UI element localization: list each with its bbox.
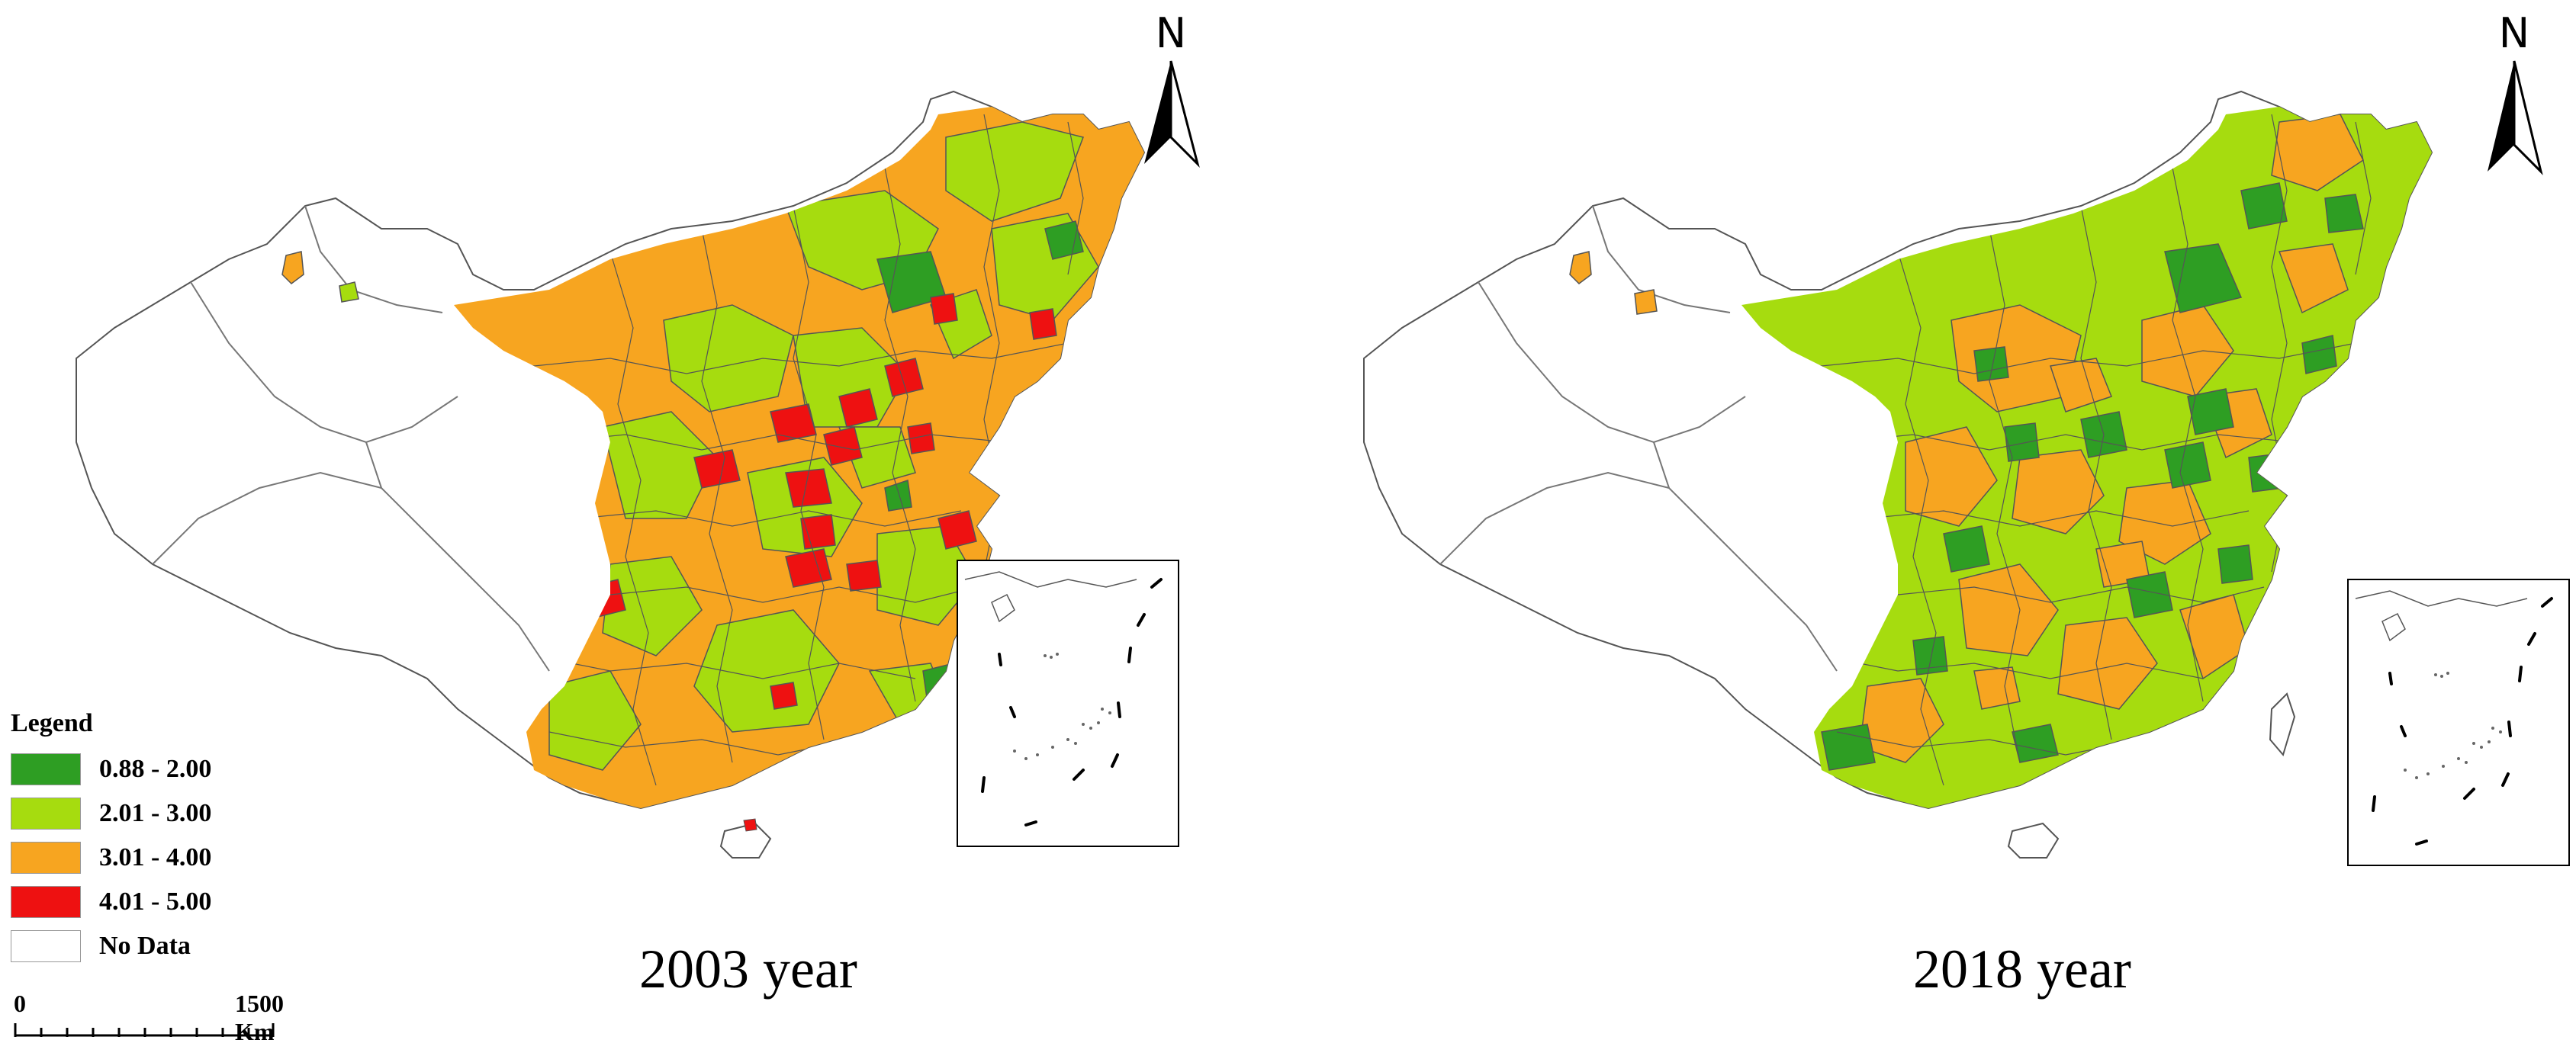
legend-swatch [11, 886, 81, 918]
north-arrow-2003: N [1144, 9, 1200, 168]
legend-title: Legend [11, 709, 93, 737]
north-label-2003: N [1156, 9, 1186, 57]
south-china-sea-inset-2018 [2347, 579, 2570, 866]
scale-start-label: 0 [14, 990, 26, 1017]
legend: Legend 0.88 - 2.00 2.01 - 3.00 3.01 - 4.… [11, 709, 285, 968]
taiwan-2018 [2269, 692, 2296, 757]
scale-ruler [14, 1023, 275, 1037]
xinjiang-patch-orange-b-2018 [1634, 289, 1658, 315]
legend-item: 3.01 - 4.00 [11, 836, 285, 880]
western-boundaries-2018 [1439, 205, 1838, 672]
scale-bar: 0 1500 Km [14, 990, 284, 1051]
year-caption-2003: 2003 year [639, 939, 857, 1000]
xinjiang-patch-orange-2018 [1569, 251, 1592, 284]
legend-item: No Data [11, 924, 285, 968]
legend-swatch [11, 798, 81, 830]
north-label-2018: N [2499, 9, 2529, 57]
xinjiang-patch-green-2003 [339, 281, 359, 303]
legend-label: 2.01 - 3.00 [99, 799, 212, 827]
legend-swatch [11, 753, 81, 785]
legend-swatch [11, 842, 81, 874]
scale-end-label: 1500 Km [235, 990, 284, 1045]
legend-label: 4.01 - 5.00 [99, 887, 212, 916]
legend-item: 4.01 - 5.00 [11, 880, 285, 924]
legend-label: 3.01 - 4.00 [99, 843, 212, 871]
legend-label: 0.88 - 2.00 [99, 755, 212, 783]
legend-swatch [11, 930, 81, 962]
hainan-red-2003 [743, 818, 757, 832]
legend-item: 0.88 - 2.00 [11, 747, 285, 791]
hainan-2018 [2007, 822, 2060, 859]
year-caption-2018: 2018 year [1913, 939, 2131, 1000]
south-china-sea-inset-2003 [957, 560, 1179, 847]
map-2003: N [76, 9, 1200, 859]
map-2018: N [1363, 9, 2570, 866]
north-arrow-2018: N [2488, 9, 2543, 175]
xinjiang-patch-orange-2003 [281, 251, 304, 284]
legend-item: 2.01 - 3.00 [11, 791, 285, 836]
legend-label: No Data [99, 932, 191, 960]
